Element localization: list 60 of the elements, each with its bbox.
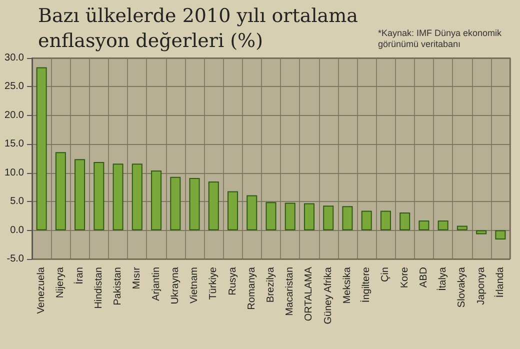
y-tick-label: 15.0	[4, 138, 24, 150]
x-tick-label: Brezilya	[266, 266, 276, 303]
x-tick-label: ABD	[418, 267, 430, 288]
bar	[418, 220, 430, 230]
x-tick-label: Romanya	[246, 266, 258, 310]
bar	[438, 220, 448, 230]
x-tick-label: Venezuela	[36, 266, 48, 314]
bar	[189, 178, 200, 230]
bar	[228, 191, 238, 230]
x-tick-label: Arjantin	[150, 267, 162, 301]
chart-title: Bazı ülkelerde 2010 yılı ortalama enflasyon değerleri (%)	[38, 4, 359, 54]
x-tick-label: Meksika	[342, 266, 353, 304]
x-tick-label: Çin	[380, 267, 392, 282]
bar	[94, 162, 104, 230]
bar	[284, 202, 296, 230]
x-tick-label: ORTALAMA	[304, 266, 315, 322]
y-tick-label: -5.0	[6, 254, 24, 264]
bar	[380, 210, 391, 230]
x-tick-label: İngiltere	[360, 266, 372, 303]
x-tick-label: İtalya	[436, 266, 449, 291]
bar	[246, 195, 258, 230]
bar	[55, 152, 66, 230]
bar	[151, 170, 162, 230]
bar	[342, 206, 353, 230]
x-tick-label: Slovakya	[456, 266, 468, 308]
x-tick-label: Ukrayna	[170, 266, 181, 304]
x-tick-label: Mısır	[132, 266, 143, 290]
x-tick-label: Hindistan	[93, 267, 104, 309]
x-tick-label: Macaristan	[284, 267, 296, 316]
x-tick-label: Kore	[399, 266, 410, 288]
bar	[132, 164, 142, 230]
y-tick-label: 0.0	[10, 224, 24, 236]
y-tick-label: 25.0	[4, 81, 24, 92]
x-tick-label: Güney Afrika	[322, 266, 334, 324]
bar	[323, 206, 334, 230]
text: *Kaynak: IMF Dünya ekonomik görünümü veritabanı	[378, 28, 503, 50]
bar	[304, 203, 314, 230]
x-tick-label: Japonya	[476, 266, 487, 305]
x-tick-label: Türkiye	[208, 266, 220, 300]
bar	[495, 230, 506, 240]
bar	[112, 164, 124, 230]
bar	[74, 159, 86, 230]
x-tick-label: Vietnam	[189, 267, 200, 304]
bar	[266, 202, 276, 230]
y-tick-label: 20.0	[4, 110, 24, 121]
bar	[170, 176, 181, 230]
y-tick-label: 30.0	[4, 52, 24, 64]
x-tick-label: Nijerya	[55, 266, 66, 298]
x-tick-label: Rusya	[227, 266, 238, 296]
bar	[208, 181, 219, 230]
bar	[36, 67, 47, 230]
bar	[456, 226, 468, 230]
x-tick-label: İrlanda	[494, 266, 506, 298]
y-tick-label: 10.0	[4, 167, 24, 178]
x-tick-label: Pakistan	[112, 267, 124, 306]
bar	[476, 230, 487, 234]
y-tick-label: 5.0	[10, 196, 24, 208]
bar	[361, 210, 372, 230]
bar	[400, 212, 410, 230]
x-tick-label: İran	[73, 267, 86, 284]
